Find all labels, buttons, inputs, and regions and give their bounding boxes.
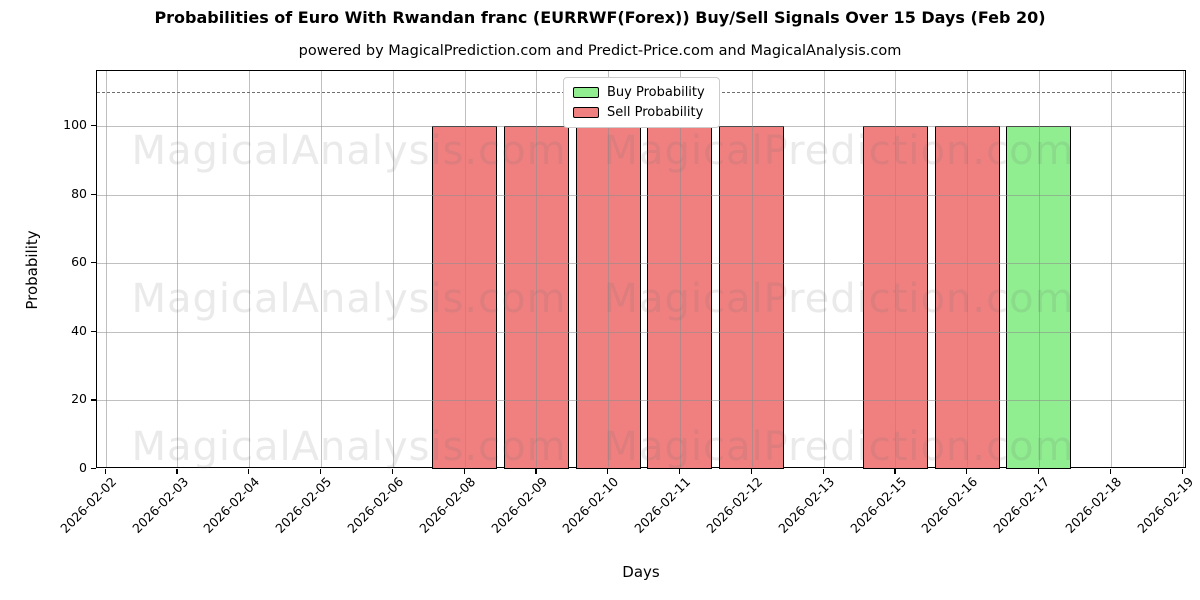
y-tick-label-20: 20 <box>71 391 87 407</box>
x-tick-label-2026-02-13: 2026-02-13 <box>775 474 838 536</box>
x-tick-label-2026-02-05: 2026-02-05 <box>272 474 335 536</box>
x-tick-label-2026-02-08: 2026-02-08 <box>416 474 479 536</box>
y-tick-label-100: 100 <box>63 116 87 132</box>
v-gridline-2026-02-16 <box>967 71 969 467</box>
watermark-text-left-2: MagicalAnalysis.com <box>131 276 567 322</box>
x-tick-label-2026-02-06: 2026-02-06 <box>344 474 407 536</box>
watermark-text-left-1: MagicalAnalysis.com <box>131 128 567 174</box>
x-tickmark-2026-02-18 <box>1109 469 1111 474</box>
x-tick-label-2026-02-03: 2026-02-03 <box>128 474 191 536</box>
v-gridline-2026-02-03 <box>177 71 179 467</box>
v-gridline-2026-02-08 <box>464 71 466 467</box>
x-tickmark-2026-02-13 <box>822 469 824 474</box>
x-tickmark-2026-02-15 <box>894 469 896 474</box>
x-tick-label-2026-02-18: 2026-02-18 <box>1062 474 1125 536</box>
y-tickmark-60 <box>91 262 96 264</box>
y-tickmark-20 <box>91 399 96 401</box>
x-tickmark-2026-02-17 <box>1037 469 1040 474</box>
x-tick-label-2026-02-17: 2026-02-17 <box>990 474 1053 536</box>
v-gridline-2026-02-12 <box>751 71 753 467</box>
v-gridline-2026-02-04 <box>249 71 251 467</box>
watermark-text-right-3: MagicalPrediction.com <box>603 424 1075 470</box>
legend: Buy Probability Sell Probability <box>563 77 720 128</box>
sell-probability-swatch <box>573 107 599 118</box>
legend-label-buy: Buy Probability <box>607 85 705 100</box>
x-tick-label-2026-02-09: 2026-02-09 <box>487 474 550 536</box>
plot-area: MagicalAnalysis.com MagicalPrediction.com… <box>96 70 1186 470</box>
x-tickmark-2026-02-09 <box>535 469 537 474</box>
v-gridline-2026-02-18 <box>1110 71 1112 467</box>
x-tick-label-2026-02-12: 2026-02-12 <box>703 474 766 536</box>
x-tick-label-2026-02-11: 2026-02-11 <box>631 474 694 536</box>
legend-label-sell: Sell Probability <box>607 105 704 120</box>
x-tick-label-2026-02-02: 2026-02-02 <box>57 474 120 536</box>
v-gridline-2026-02-19 <box>1182 71 1184 467</box>
y-tickmark-80 <box>91 193 96 195</box>
x-tickmark-2026-02-06 <box>391 469 393 474</box>
x-tickmark-2026-02-05 <box>319 469 322 474</box>
watermark-text-left-3: MagicalAnalysis.com <box>131 424 567 470</box>
x-tick-label-2026-02-10: 2026-02-10 <box>559 474 622 536</box>
x-tickmark-2026-02-11 <box>678 469 681 474</box>
x-tick-label-2026-02-16: 2026-02-16 <box>918 474 981 536</box>
y-tickmark-40 <box>91 330 96 333</box>
v-gridline-2026-02-10 <box>608 71 610 467</box>
x-tickmark-2026-02-12 <box>750 469 752 474</box>
y-tick-label-60: 60 <box>71 254 87 270</box>
h-gridline-60 <box>97 263 1185 265</box>
watermark-text-right-1: MagicalPrediction.com <box>603 128 1075 174</box>
x-tickmark-2026-02-08 <box>463 469 465 474</box>
x-axis-label: Days <box>622 563 660 581</box>
buy-probability-swatch <box>573 87 599 98</box>
y-tickmark-0 <box>91 468 96 470</box>
x-tickmark-2026-02-16 <box>966 469 968 474</box>
h-gridline-80 <box>97 194 1185 196</box>
legend-item-buy: Buy Probability <box>573 85 710 100</box>
y-tick-label-0: 0 <box>79 460 87 475</box>
v-gridline-2026-02-02 <box>105 71 107 467</box>
x-tickmark-2026-02-10 <box>607 469 609 474</box>
y-tickmark-100 <box>91 124 96 127</box>
v-gridline-2026-02-17 <box>1038 71 1040 467</box>
v-gridline-2026-02-06 <box>392 71 394 467</box>
v-gridline-2026-02-15 <box>895 71 897 467</box>
y-axis-label: Probability <box>23 230 41 310</box>
v-gridline-2026-02-13 <box>823 71 825 467</box>
y-tick-label-80: 80 <box>71 185 87 201</box>
x-tickmark-2026-02-19 <box>1181 469 1183 474</box>
x-tickmark-2026-02-02 <box>104 469 106 474</box>
legend-item-sell: Sell Probability <box>573 105 710 120</box>
v-gridline-2026-02-09 <box>536 71 538 467</box>
v-gridline-2026-02-05 <box>320 71 322 467</box>
h-gridline-20 <box>97 400 1185 402</box>
y-tick-label-40: 40 <box>71 322 87 338</box>
x-tick-label-2026-02-19: 2026-02-19 <box>1134 474 1197 536</box>
x-tick-label-2026-02-04: 2026-02-04 <box>200 474 263 536</box>
x-tickmark-2026-02-04 <box>248 469 250 474</box>
x-tick-label-2026-02-15: 2026-02-15 <box>846 474 909 536</box>
v-gridline-2026-02-11 <box>679 71 681 467</box>
chart-title: Probabilities of Euro With Rwandan franc… <box>154 8 1046 27</box>
h-gridline-40 <box>97 331 1185 333</box>
x-tickmark-2026-02-03 <box>176 469 178 474</box>
watermark-text-right-2: MagicalPrediction.com <box>603 276 1075 322</box>
chart-subtitle: powered by MagicalPrediction.com and Pre… <box>298 43 902 59</box>
